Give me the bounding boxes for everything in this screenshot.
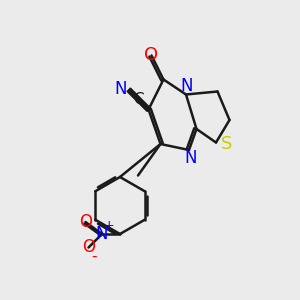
Text: N: N (114, 80, 127, 98)
Text: N: N (96, 225, 108, 243)
Text: S: S (221, 135, 232, 153)
Text: +: + (103, 219, 114, 232)
Text: C: C (133, 92, 144, 107)
Text: O: O (82, 238, 95, 256)
Text: O: O (79, 213, 92, 231)
Text: -: - (92, 248, 97, 263)
Text: N: N (180, 77, 193, 95)
Text: O: O (144, 46, 159, 64)
Text: N: N (184, 149, 197, 167)
